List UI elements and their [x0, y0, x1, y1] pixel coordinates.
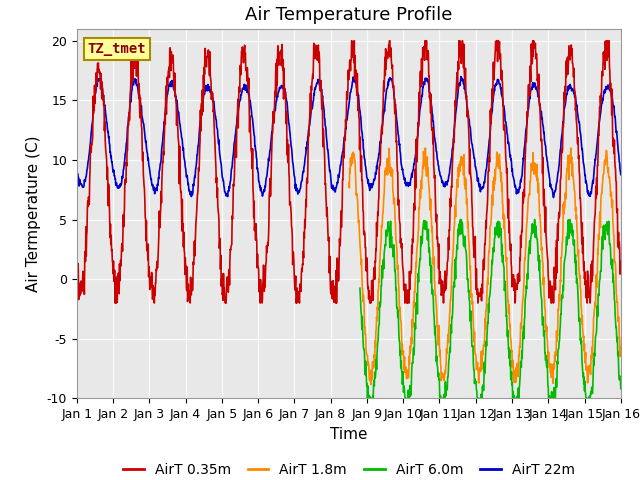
X-axis label: Time: Time: [330, 427, 367, 442]
AirT 22m: [73, 168, 81, 174]
Legend: AirT 0.35m, AirT 1.8m, AirT 6.0m, AirT 22m: AirT 0.35m, AirT 1.8m, AirT 6.0m, AirT 2…: [117, 457, 580, 480]
AirT 0.35m: [111, 300, 119, 306]
AirT 22m: [553, 179, 561, 185]
Line: AirT 22m: AirT 22m: [77, 76, 621, 197]
AirT 0.35m: [553, 270, 561, 276]
AirT 22m: [433, 154, 441, 160]
Line: AirT 6.0m: AirT 6.0m: [360, 219, 621, 398]
AirT 22m: [505, 139, 513, 145]
AirT 22m: [180, 157, 188, 163]
Y-axis label: Air Termperature (C): Air Termperature (C): [26, 135, 41, 292]
AirT 22m: [194, 146, 202, 152]
AirT 6.0m: [433, 362, 441, 368]
AirT 1.8m: [552, 348, 560, 354]
AirT 1.8m: [433, 323, 441, 329]
AirT 0.35m: [73, 254, 81, 260]
Title: Air Temperature Profile: Air Temperature Profile: [245, 6, 452, 24]
AirT 1.8m: [504, 298, 512, 303]
Text: TZ_tmet: TZ_tmet: [88, 42, 147, 56]
AirT 0.35m: [617, 259, 625, 264]
AirT 0.35m: [255, 289, 263, 295]
AirT 1.8m: [617, 344, 625, 350]
AirT 6.0m: [552, 378, 560, 384]
AirT 22m: [550, 194, 557, 200]
AirT 22m: [617, 172, 625, 178]
Line: AirT 1.8m: AirT 1.8m: [349, 148, 621, 384]
AirT 6.0m: [504, 336, 512, 342]
AirT 0.35m: [348, 38, 355, 44]
AirT 22m: [255, 179, 262, 184]
AirT 0.35m: [505, 229, 513, 235]
AirT 0.35m: [195, 183, 202, 189]
AirT 6.0m: [617, 386, 625, 392]
AirT 0.35m: [434, 243, 442, 249]
Line: AirT 0.35m: AirT 0.35m: [77, 41, 621, 303]
AirT 22m: [457, 73, 465, 79]
AirT 0.35m: [181, 272, 189, 277]
